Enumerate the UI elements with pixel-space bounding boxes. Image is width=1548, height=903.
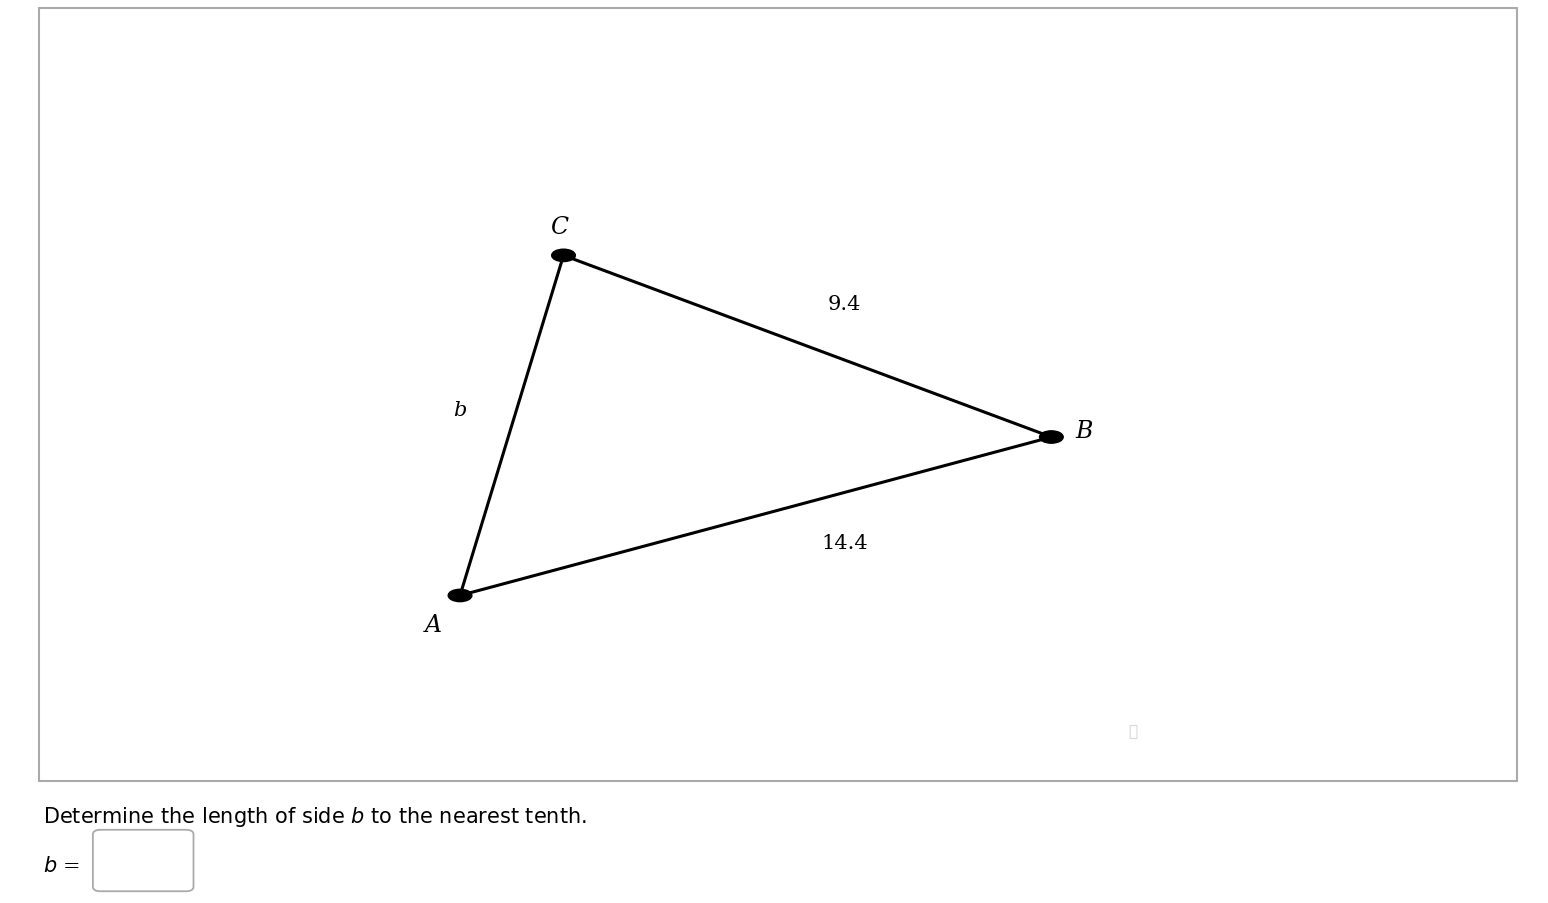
Text: 14.4: 14.4 [820,534,868,553]
Text: 9.4: 9.4 [828,294,861,313]
Text: 🔍: 🔍 [1128,723,1138,739]
Circle shape [1040,432,1063,443]
Text: Determine the length of side $b$ to the nearest tenth.: Determine the length of side $b$ to the … [43,805,587,828]
Text: B: B [1076,420,1093,442]
Text: A: A [424,614,441,637]
Circle shape [551,250,576,262]
Text: C: C [550,215,568,238]
Text: b: b [454,401,466,420]
Circle shape [449,590,472,602]
Text: $b$ =: $b$ = [43,855,80,875]
